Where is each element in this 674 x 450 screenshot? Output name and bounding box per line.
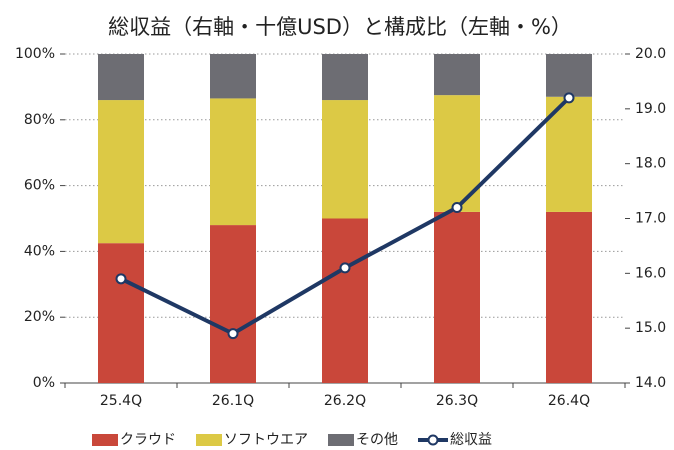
x-tick-label: 26.2Q: [324, 393, 366, 409]
bar-segment: [322, 54, 368, 101]
y2-tick-label: 18.0: [635, 156, 666, 172]
y2-tick-label: 15.0: [635, 320, 666, 336]
y-tick-label: 80%: [24, 112, 55, 128]
bar-segment: [322, 218, 368, 383]
y2-tick-label: 16.0: [635, 265, 666, 281]
legend-label: 総収益: [450, 432, 492, 448]
bar-segment: [98, 100, 144, 244]
y-tick-label: 60%: [24, 178, 55, 194]
bar-segment: [546, 211, 592, 383]
y-tick-label: 40%: [24, 243, 55, 259]
bar-segment: [98, 54, 144, 101]
legend-swatch: [196, 434, 222, 446]
line-marker: [451, 202, 463, 214]
y2-tick-label: 14.0: [635, 375, 666, 391]
chart-title: 総収益（右軸・十億USD）と構成比（左軸・%）: [108, 15, 572, 39]
legend-swatch: [328, 434, 354, 446]
legend-label: ソフトウエア: [224, 432, 308, 448]
bar-segment: [546, 54, 592, 97]
legend-swatch: [92, 434, 118, 446]
legend-label: クラウド: [120, 432, 176, 448]
bar-segment: [434, 54, 480, 96]
y-tick-label: 100%: [15, 46, 55, 62]
bar-segment: [210, 98, 256, 226]
bar-segment: [210, 225, 256, 383]
y-tick-label: 20%: [24, 309, 55, 325]
legend-marker: [427, 434, 439, 446]
legend-label: その他: [356, 432, 398, 448]
bar-segment: [546, 96, 592, 212]
y2-tick-label: 17.0: [635, 211, 666, 227]
y-tick-label: 0%: [33, 375, 55, 391]
x-tick-label: 26.1Q: [212, 393, 254, 409]
y2-tick-label: 20.0: [635, 46, 666, 62]
line-marker: [563, 92, 575, 104]
line-marker: [227, 328, 239, 340]
line-marker: [339, 262, 351, 274]
x-tick-label: 25.4Q: [100, 393, 142, 409]
bar-segment: [322, 100, 368, 219]
x-tick-label: 26.3Q: [436, 393, 478, 409]
bar-segment: [210, 54, 256, 99]
line-marker: [115, 273, 127, 285]
y2-tick-label: 19.0: [635, 101, 666, 117]
bar-segment: [434, 211, 480, 383]
bar-segment: [98, 243, 144, 383]
x-tick-label: 26.4Q: [548, 393, 590, 409]
